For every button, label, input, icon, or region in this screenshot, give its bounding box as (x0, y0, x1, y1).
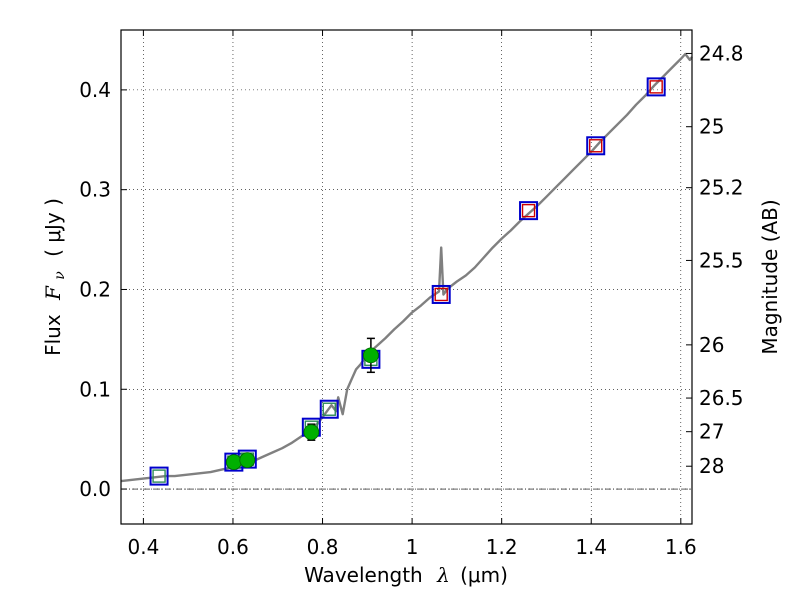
observed-point (225, 454, 242, 471)
x-tick-label: 1.4 (575, 535, 607, 559)
observed-point (303, 424, 320, 441)
x-axis-label-unit: (μm) (460, 563, 508, 587)
magnitude-tick-label: 26 (699, 333, 724, 357)
plot-frame (120, 29, 693, 525)
x-tick-label: 1.2 (486, 535, 518, 559)
magnitude-tick-label: 27 (699, 420, 724, 444)
x-axis-label-symbol: λ (436, 563, 450, 587)
magnitude-tick-label: 25.2 (699, 176, 744, 200)
upper-limit-square (649, 80, 663, 94)
upper-limit-square (434, 287, 448, 302)
x-tick-label: 0.8 (307, 535, 339, 559)
grid (121, 30, 692, 524)
magnitude-tick-label: 26.5 (699, 386, 744, 410)
model-band-square (431, 284, 451, 304)
y-tick-label: 0.4 (79, 78, 111, 102)
y-tick-label: 0.1 (79, 377, 111, 401)
upper-limit-square (152, 469, 166, 483)
x-axis-label-text: Wavelength (304, 563, 423, 587)
y-tick-label: 0.2 (79, 277, 111, 301)
y-axis-label-subscript: ν (52, 271, 68, 280)
upper-limit-square (589, 139, 603, 153)
model-band-square (149, 466, 169, 486)
magnitude-tick-label: 28 (699, 454, 724, 478)
magnitude-tick-label: 25.5 (699, 248, 744, 272)
upper-limit-square (322, 402, 336, 416)
observed-point (362, 347, 379, 364)
magnitude-tick-label: 24.8 (699, 41, 744, 65)
y-tick-label: 0.3 (79, 178, 111, 202)
y-axis-label-symbol: F (41, 285, 65, 301)
model-band-square (519, 201, 539, 221)
series-layer (120, 52, 693, 486)
ticks: 0.4 0.6 0.8 1 1.2 1.4 1.6 0.0 0.1 0.2 0.3 0.4 24.8 25… (79, 30, 744, 559)
model-band-square (646, 77, 666, 97)
x-tick-label: 1 (406, 535, 419, 559)
x-tick-label: 0.4 (127, 535, 159, 559)
x-tick-label: 1.6 (665, 535, 697, 559)
y-axis-label-unit: ( μJy ) (41, 198, 65, 257)
y-axis-label: Flux F ν ( μJy ) (41, 198, 69, 356)
model-band-square (586, 136, 606, 156)
observed-point (239, 452, 256, 469)
x-axis-label: Wavelength λ (μm) (304, 563, 508, 587)
upper-limit-square (521, 203, 536, 218)
x-tick-label: 0.6 (217, 535, 249, 559)
y-axis-label-text: Flux (41, 314, 65, 356)
model-band-square (319, 399, 339, 419)
y-tick-label: 0.0 (79, 477, 111, 501)
y2-axis-label: Magnitude (AB) (758, 199, 782, 354)
plot-background (121, 30, 692, 524)
magnitude-tick-label: 25 (699, 115, 724, 139)
